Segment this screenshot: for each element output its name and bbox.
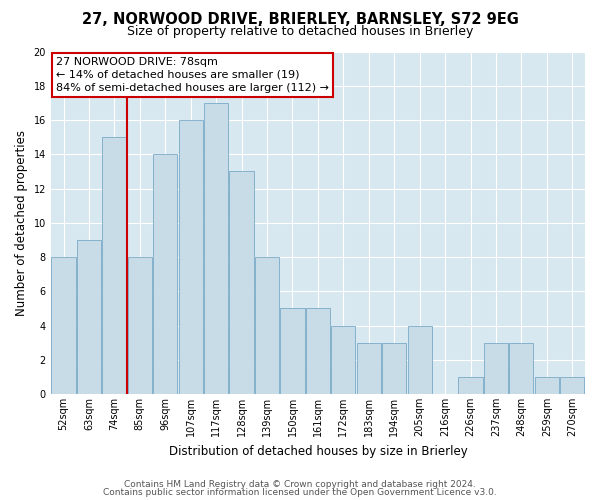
Bar <box>560 377 584 394</box>
Bar <box>484 342 508 394</box>
Text: 27, NORWOOD DRIVE, BRIERLEY, BARNSLEY, S72 9EG: 27, NORWOOD DRIVE, BRIERLEY, BARNSLEY, S… <box>82 12 518 28</box>
Bar <box>52 257 76 394</box>
Bar <box>229 172 254 394</box>
Bar <box>458 377 482 394</box>
Bar <box>77 240 101 394</box>
Text: Contains HM Land Registry data © Crown copyright and database right 2024.: Contains HM Land Registry data © Crown c… <box>124 480 476 489</box>
Text: 27 NORWOOD DRIVE: 78sqm
← 14% of detached houses are smaller (19)
84% of semi-de: 27 NORWOOD DRIVE: 78sqm ← 14% of detache… <box>56 56 329 93</box>
X-axis label: Distribution of detached houses by size in Brierley: Distribution of detached houses by size … <box>169 444 467 458</box>
Y-axis label: Number of detached properties: Number of detached properties <box>15 130 28 316</box>
Bar <box>382 342 406 394</box>
Bar <box>331 326 355 394</box>
Bar <box>407 326 432 394</box>
Bar <box>204 103 228 394</box>
Bar <box>153 154 178 394</box>
Bar <box>103 137 127 394</box>
Text: Contains public sector information licensed under the Open Government Licence v3: Contains public sector information licen… <box>103 488 497 497</box>
Bar <box>306 308 330 394</box>
Bar <box>255 257 279 394</box>
Bar <box>509 342 533 394</box>
Bar <box>356 342 381 394</box>
Bar <box>280 308 305 394</box>
Text: Size of property relative to detached houses in Brierley: Size of property relative to detached ho… <box>127 25 473 38</box>
Bar <box>179 120 203 394</box>
Bar <box>535 377 559 394</box>
Bar <box>128 257 152 394</box>
